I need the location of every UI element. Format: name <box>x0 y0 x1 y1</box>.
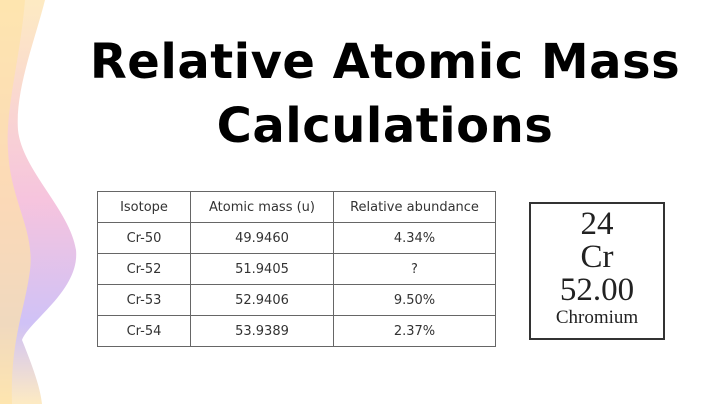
header-isotope: Isotope <box>97 191 191 223</box>
decorative-wave <box>0 0 77 404</box>
table-header-row: Isotope Atomic mass (u) Relative abundan… <box>97 191 496 223</box>
periodic-element-tile: 24 Cr 52.00 Chromium <box>529 202 665 340</box>
cell-isotope: Cr-54 <box>97 315 191 347</box>
cell-mass: 51.9405 <box>190 253 334 285</box>
table-row: Cr-52 51.9405 ? <box>97 253 496 285</box>
cell-abundance: 9.50% <box>333 284 496 316</box>
table-row: Cr-50 49.9460 4.34% <box>97 222 496 254</box>
cell-mass: 52.9406 <box>190 284 334 316</box>
cell-mass: 53.9389 <box>190 315 334 347</box>
cell-mass: 49.9460 <box>190 222 334 254</box>
cell-abundance: 4.34% <box>333 222 496 254</box>
cell-isotope: Cr-53 <box>97 284 191 316</box>
table-row: Cr-54 53.9389 2.37% <box>97 315 496 347</box>
cell-isotope: Cr-52 <box>97 253 191 285</box>
cell-abundance: 2.37% <box>333 315 496 347</box>
table-row: Cr-53 52.9406 9.50% <box>97 284 496 316</box>
atomic-mass: 52.00 <box>559 272 635 308</box>
atomic-number: 24 <box>580 206 614 242</box>
element-symbol: Cr <box>580 239 614 275</box>
title-line-2: Calculations <box>216 98 554 154</box>
cell-abundance: ? <box>333 253 496 285</box>
header-relative-abundance: Relative abundance <box>333 191 496 223</box>
page-title: Relative Atomic Mass Calculations <box>50 30 720 158</box>
element-name: Chromium <box>555 307 639 328</box>
header-atomic-mass: Atomic mass (u) <box>190 191 334 223</box>
title-line-1: Relative Atomic Mass <box>89 34 681 90</box>
cell-isotope: Cr-50 <box>97 222 191 254</box>
isotope-table: Isotope Atomic mass (u) Relative abundan… <box>97 191 496 347</box>
